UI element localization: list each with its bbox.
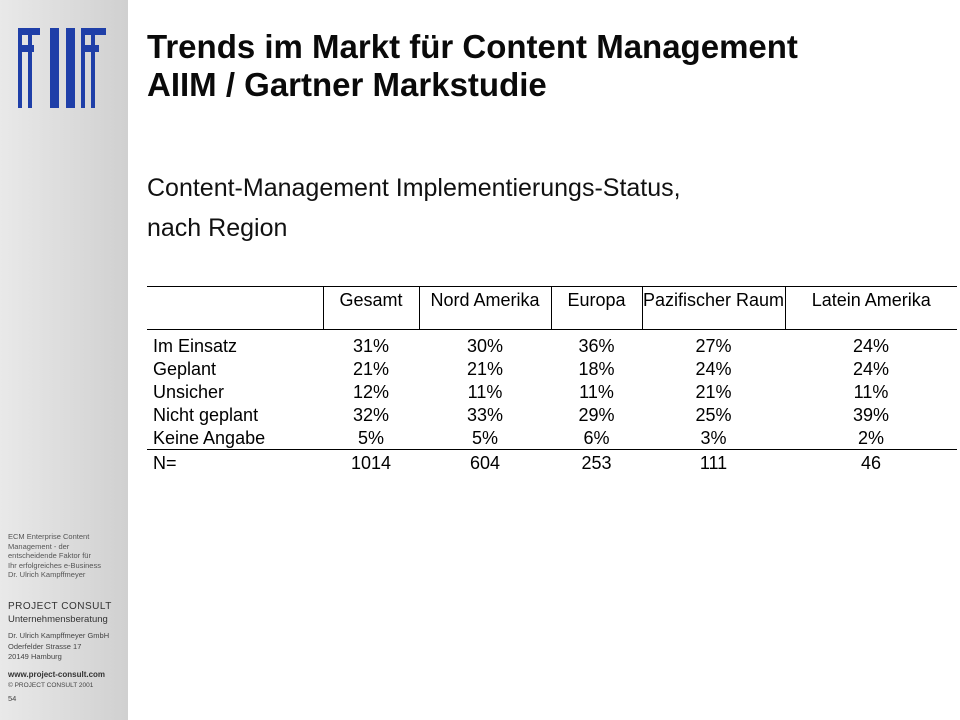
- table-cell: 11%: [579, 381, 614, 402]
- table-cell: 25%: [695, 404, 732, 425]
- table-cell: 6%: [583, 427, 610, 448]
- row-label: Unsicher: [153, 381, 225, 402]
- table-cell: 3%: [700, 427, 727, 448]
- brand-name: PROJECT CONSULT: [8, 601, 112, 612]
- table-cell: 21%: [695, 381, 732, 402]
- row-label: Geplant: [153, 358, 217, 379]
- table-cell: 18%: [578, 358, 615, 379]
- subtitle-line: Content-Management Implementierungs-Stat…: [147, 174, 681, 202]
- table-row: Unsicher 12% 11% 11% 21% 11%: [147, 380, 957, 403]
- table-cell: 24%: [695, 358, 732, 379]
- project-consult-logo-icon: [18, 28, 106, 108]
- table-cell: 253: [551, 449, 642, 474]
- company-address: Dr. Ulrich Kampffmeyer GmbH Oderfelder S…: [8, 631, 126, 663]
- table-cell: 27%: [695, 335, 732, 356]
- table-cell: 21%: [352, 358, 390, 379]
- slide-subtitle: Content-Management Implementierungs-Stat…: [147, 168, 947, 248]
- table-total-row: N= 1014 604 253 111 46: [147, 449, 957, 474]
- header-cell: [147, 286, 323, 330]
- address-line: Oderfelder Strasse 17: [8, 641, 82, 651]
- table-cell: 36%: [578, 335, 615, 356]
- page-number: 54: [8, 694, 17, 703]
- address-line: 20149 Hamburg: [8, 652, 62, 661]
- table-cell: 21%: [466, 358, 504, 379]
- table-cell: 5%: [357, 427, 384, 448]
- row-label: Im Einsatz: [153, 335, 238, 356]
- table-row: Im Einsatz 31% 30% 36% 27% 24%: [147, 330, 957, 358]
- subtitle-line: nach Region: [147, 214, 288, 242]
- desc-line: Ihr erfolgreiches e-Business: [8, 560, 101, 570]
- sidebar-description: ECM Enterprise Content Management - der …: [8, 532, 126, 580]
- table-cell: 11%: [853, 381, 889, 402]
- table-cell: 32%: [352, 404, 390, 425]
- table-cell: 604: [419, 449, 551, 474]
- table-cell: 30%: [466, 335, 504, 356]
- desc-line: Management - der: [8, 541, 70, 551]
- table-cell: 5%: [471, 427, 498, 448]
- address-line: Dr. Ulrich Kampffmeyer GmbH: [8, 631, 110, 640]
- website-link[interactable]: www.project-consult.com: [8, 670, 106, 679]
- table-header-row: Gesamt Nord Amerika Europa Pazifischer R…: [147, 286, 957, 330]
- table-cell: 24%: [852, 335, 890, 356]
- table-cell: 12%: [352, 381, 390, 402]
- title-line: Trends im Markt für Content Management: [147, 28, 798, 65]
- desc-line: ECM Enterprise Content: [8, 532, 90, 541]
- table-cell: 24%: [852, 358, 890, 379]
- desc-line: Dr. Ulrich Kampffmeyer: [8, 570, 86, 579]
- header-cell: Gesamt: [322, 286, 419, 330]
- title-line: AIIM / Gartner Markstudie: [147, 66, 547, 103]
- row-label: Keine Angabe: [153, 427, 266, 448]
- table-cell: 1014: [323, 449, 419, 474]
- table-row: Geplant 21% 21% 18% 24% 24%: [147, 357, 957, 380]
- table-row: Keine Angabe 5% 5% 6% 3% 2%: [147, 426, 957, 450]
- table-row: Nicht geplant 32% 33% 29% 25% 39%: [147, 403, 957, 426]
- slide-title: Trends im Markt für Content Management A…: [147, 28, 947, 104]
- header-cell: Nord Amerika: [418, 286, 551, 330]
- table-cell: 11%: [467, 381, 503, 402]
- header-cell: Latein Amerika: [784, 286, 957, 330]
- table-cell: 29%: [578, 404, 615, 425]
- desc-line: entscheidende Faktor für: [8, 551, 91, 560]
- sidebar: ECM Enterprise Content Management - der …: [0, 0, 128, 720]
- status-table: Gesamt Nord Amerika Europa Pazifischer R…: [147, 286, 957, 474]
- table-cell: 33%: [466, 404, 504, 425]
- table-cell: 39%: [852, 404, 890, 425]
- brand-subtitle: Unternehmensberatung: [8, 614, 108, 625]
- row-label: Nicht geplant: [153, 404, 259, 425]
- table-cell: 46: [785, 449, 957, 474]
- table-cell: 111: [642, 449, 785, 474]
- header-cell: Pazifischer Raum: [641, 286, 785, 330]
- copyright: © PROJECT CONSULT 2001: [8, 682, 94, 689]
- header-cell: Europa: [550, 286, 642, 330]
- table-cell: 2%: [857, 427, 884, 448]
- table-cell: 31%: [352, 335, 390, 356]
- row-label: N=: [147, 449, 323, 474]
